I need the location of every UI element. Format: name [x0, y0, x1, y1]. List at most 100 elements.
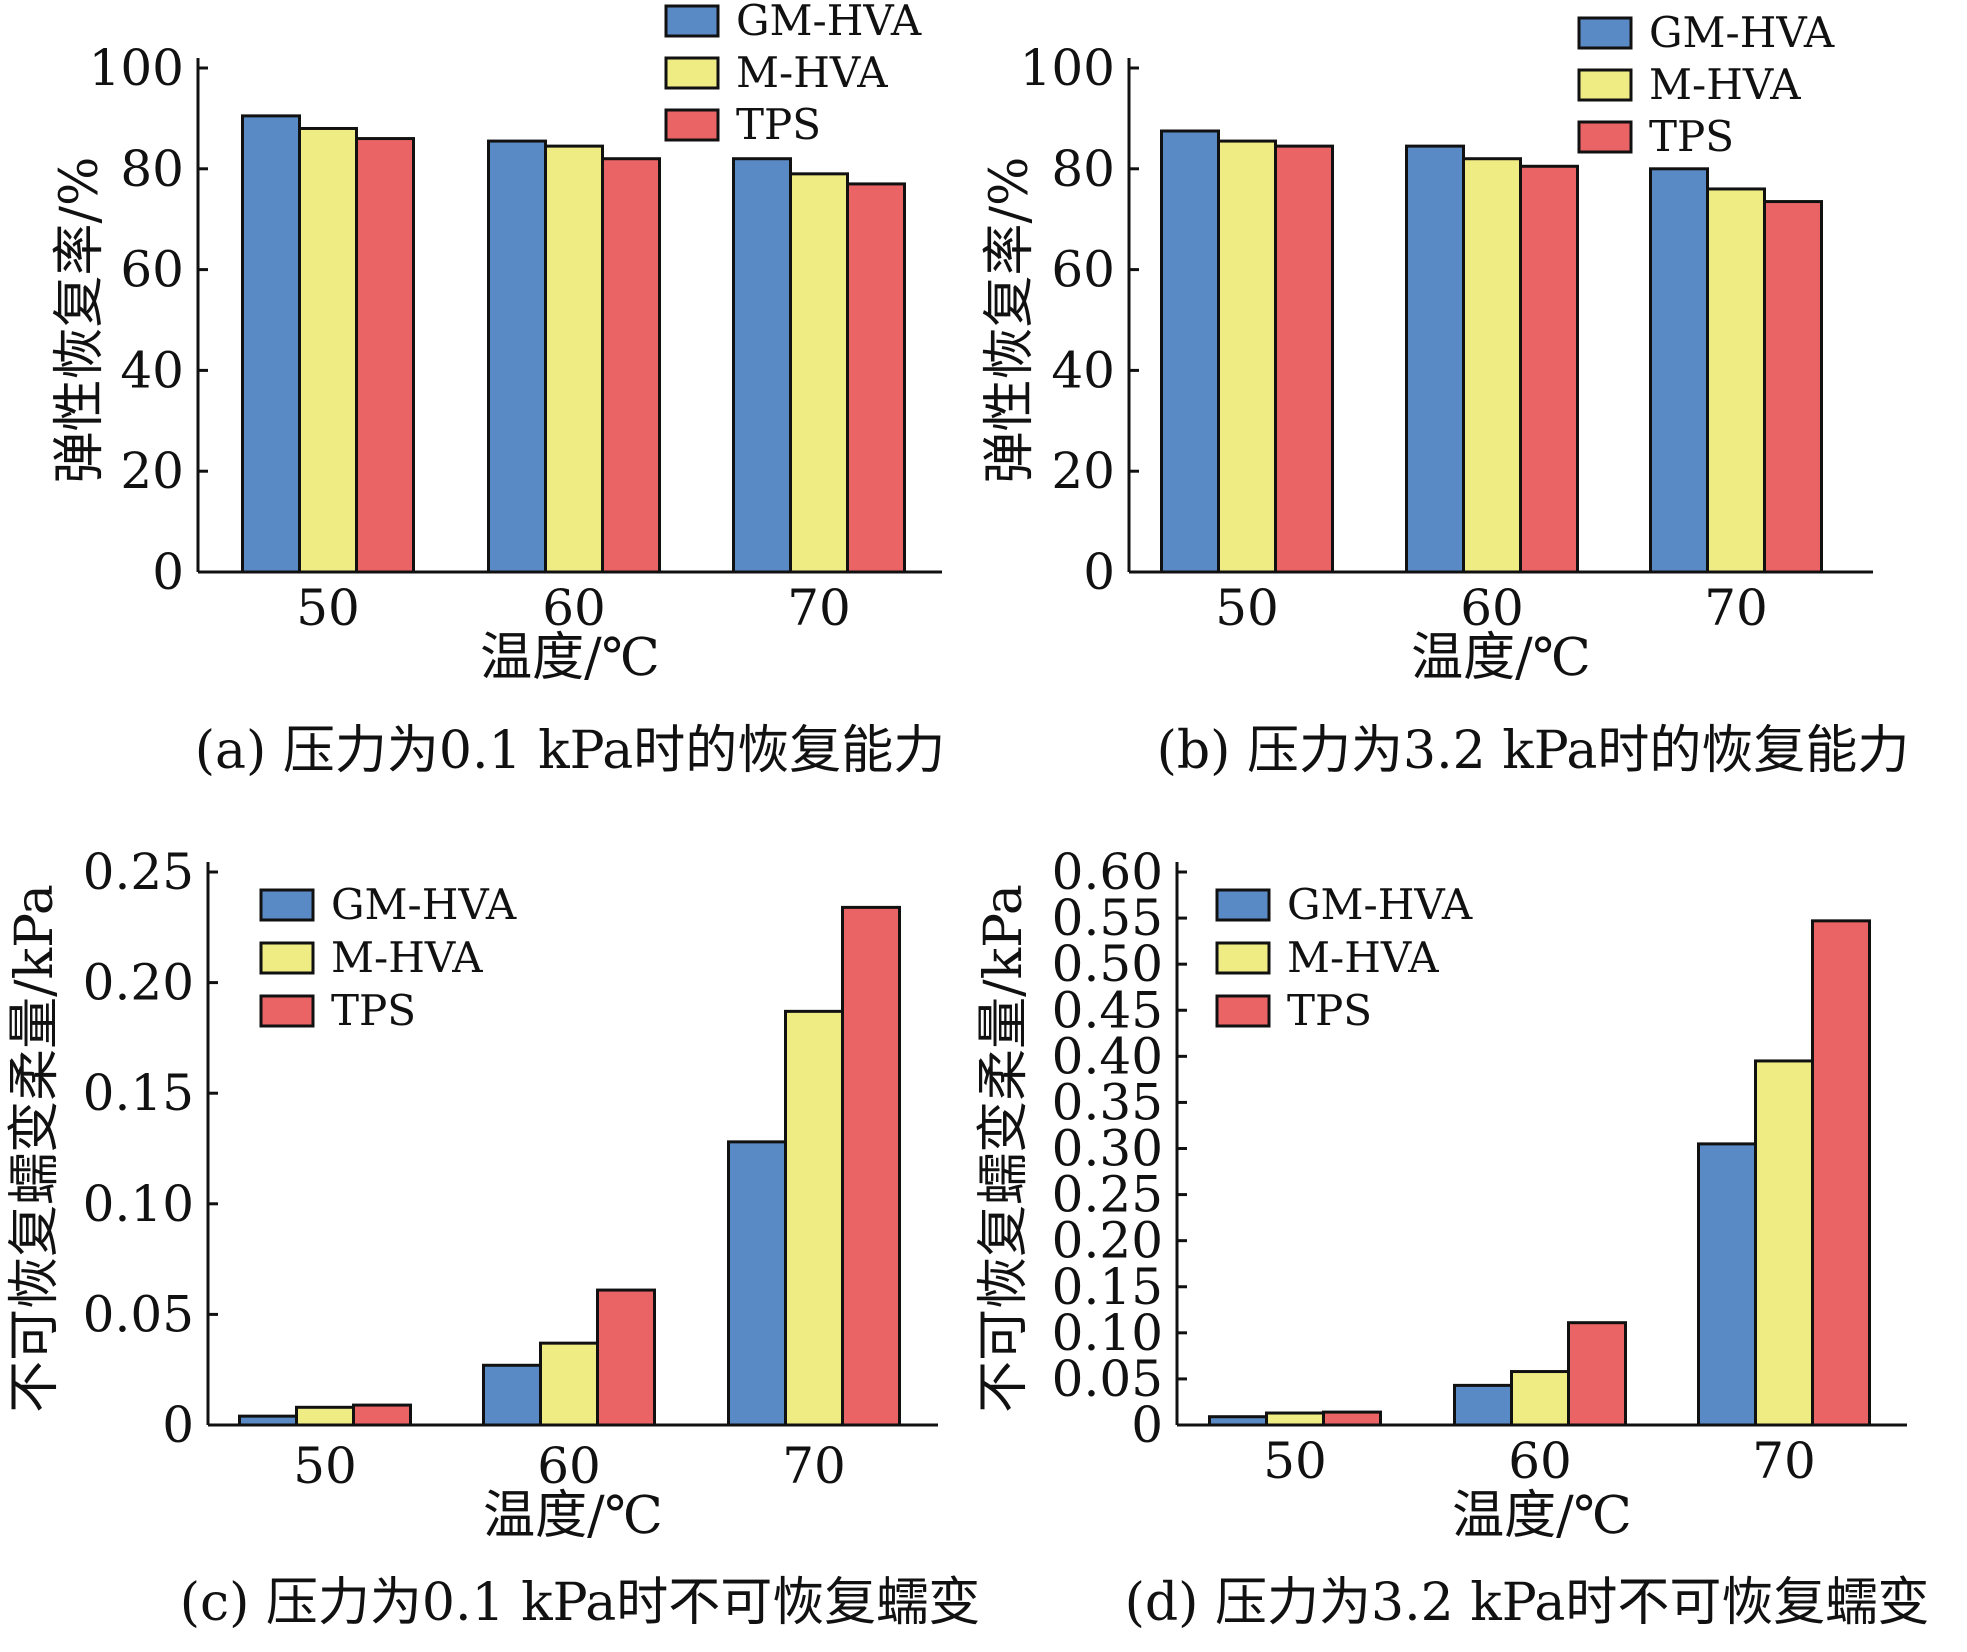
y-tick-label: 80 — [120, 140, 184, 198]
legend-swatch — [259, 888, 315, 922]
x-tick-label: 50 — [293, 1437, 357, 1495]
y-tick-label: 80 — [1051, 140, 1115, 198]
legend-label: TPS — [1287, 986, 1372, 1035]
bar-d-tps-60 — [1567, 1321, 1627, 1427]
x-tick-label: 50 — [296, 579, 360, 637]
legend-swatch — [1215, 888, 1271, 922]
bar-d-tps-70 — [1811, 919, 1871, 1427]
y-tick-label: 60 — [1051, 241, 1115, 299]
y-tick-label: 40 — [120, 341, 184, 399]
bar-b-tps-60 — [1519, 164, 1579, 574]
bar-c-m-hva-60 — [539, 1341, 599, 1427]
y-tick-label: 0.50 — [1052, 935, 1163, 993]
chart-d: 00.050.100.150.200.250.300.350.400.450.5… — [974, 843, 1929, 1633]
y-tick-label: 0.25 — [1052, 1166, 1163, 1224]
y-tick-label: 0.20 — [1052, 1212, 1163, 1270]
bar-c-m-hva-70 — [784, 1009, 844, 1427]
bar-c-gm-hva-70 — [727, 1140, 787, 1427]
chart-c: 0 0.05 0.10 0.15 0.20 0.25 50 60 70 温度/℃ 不可恢复蠕变柔量/… — [5, 843, 980, 1633]
chart-b: 0 20 40 60 80 100 50 60 70 温度/℃ 弹性恢复率/% GM-HVAM-HVA… — [980, 8, 1909, 781]
bar-a-gm-hva-50 — [241, 114, 301, 574]
caption: (c) 压力为0.1 kPa时不可恢复蠕变 — [180, 1573, 981, 1633]
y-tick-label: 100 — [1020, 39, 1115, 97]
y-tick-label: 0 — [152, 543, 184, 601]
bar-a-m-hva-50 — [298, 126, 358, 574]
y-tick-label: 0.55 — [1052, 889, 1163, 947]
bar-b-gm-hva-60 — [1405, 144, 1465, 574]
x-axis-label: 温度/℃ — [1411, 628, 1591, 688]
y-tick-label: 0 — [1131, 1396, 1163, 1454]
legend-swatch — [664, 108, 720, 142]
y-tick-label: 0.45 — [1052, 981, 1163, 1039]
x-tick-label: 70 — [787, 579, 851, 637]
bar-a-tps-70 — [846, 182, 906, 574]
y-tick-label: 0 — [162, 1396, 194, 1454]
y-tick-label: 0.25 — [83, 843, 194, 901]
bar-b-m-hva-60 — [1462, 157, 1522, 574]
legend-label: M-HVA — [1649, 60, 1801, 109]
x-tick-label: 50 — [1263, 1432, 1327, 1490]
legend-swatch — [259, 994, 315, 1028]
legend-label: TPS — [331, 986, 416, 1035]
bar-a-gm-hva-70 — [732, 157, 792, 574]
bar-a-tps-60 — [601, 157, 661, 574]
bar-c-tps-50 — [352, 1403, 412, 1427]
legend-swatch — [1577, 16, 1633, 50]
x-axis-label: 温度/℃ — [483, 1486, 663, 1546]
y-tick-label: 20 — [120, 442, 184, 500]
y-tick-label: 0.20 — [83, 954, 194, 1012]
y-tick-label: 0.15 — [83, 1064, 194, 1122]
caption: (a) 压力为0.1 kPa时的恢复能力 — [195, 721, 946, 781]
x-axis-label: 温度/℃ — [480, 628, 660, 688]
x-tick-label: 70 — [1752, 1432, 1816, 1490]
bar-a-m-hva-70 — [789, 172, 849, 574]
x-tick-label: 60 — [1508, 1432, 1572, 1490]
bar-b-m-hva-50 — [1217, 139, 1277, 574]
legend-label: M-HVA — [736, 48, 888, 97]
bar-d-m-hva-50 — [1265, 1411, 1325, 1427]
chart-a: 0 20 40 60 80 100 50 60 70 温度/℃ 弹性恢复率/% GM-HVAM-HVA… — [50, 0, 945, 781]
x-axis-label: 温度/℃ — [1452, 1486, 1632, 1546]
legend-swatch — [1215, 941, 1271, 975]
y-tick-label: 0.30 — [1052, 1120, 1163, 1178]
x-tick-label: 60 — [537, 1437, 601, 1495]
bar-b-gm-hva-50 — [1160, 129, 1220, 574]
bar-b-tps-70 — [1763, 200, 1823, 574]
x-tick-label: 70 — [1704, 579, 1768, 637]
x-tick-label: 60 — [542, 579, 606, 637]
y-tick-label: 60 — [120, 241, 184, 299]
x-tick-label: 70 — [782, 1437, 846, 1495]
legend-label: GM-HVA — [736, 0, 922, 45]
y-tick-label: 0.05 — [1052, 1350, 1163, 1408]
bar-a-gm-hva-60 — [487, 139, 547, 574]
bar-b-m-hva-70 — [1706, 187, 1766, 574]
legend-label: GM-HVA — [1287, 880, 1473, 929]
caption: (d) 压力为3.2 kPa时不可恢复蠕变 — [1125, 1573, 1930, 1633]
y-tick-label: 40 — [1051, 341, 1115, 399]
y-tick-label: 20 — [1051, 442, 1115, 500]
bar-c-tps-70 — [841, 905, 901, 1427]
legend-swatch — [1577, 68, 1633, 102]
legend-label: TPS — [736, 100, 821, 149]
legend-label: M-HVA — [1287, 933, 1439, 982]
y-tick-label: 0.40 — [1052, 1027, 1163, 1085]
y-tick-label: 0 — [1083, 543, 1115, 601]
x-tick-label: 50 — [1215, 579, 1279, 637]
bar-d-m-hva-70 — [1754, 1059, 1814, 1427]
bar-b-tps-50 — [1274, 144, 1334, 574]
y-tick-label: 0.60 — [1052, 843, 1163, 901]
y-tick-label: 0.05 — [83, 1285, 194, 1343]
legend-swatch — [664, 56, 720, 90]
y-axis-label: 不可恢复蠕变柔量/kPa — [974, 884, 1034, 1413]
bar-c-m-hva-50 — [295, 1405, 355, 1427]
y-axis-label: 弹性恢复率/% — [980, 157, 1040, 484]
legend-label: GM-HVA — [331, 880, 517, 929]
legend-swatch — [1577, 120, 1633, 154]
caption: (b) 压力为3.2 kPa时的恢复能力 — [1157, 721, 1910, 781]
bar-d-tps-50 — [1322, 1410, 1382, 1427]
